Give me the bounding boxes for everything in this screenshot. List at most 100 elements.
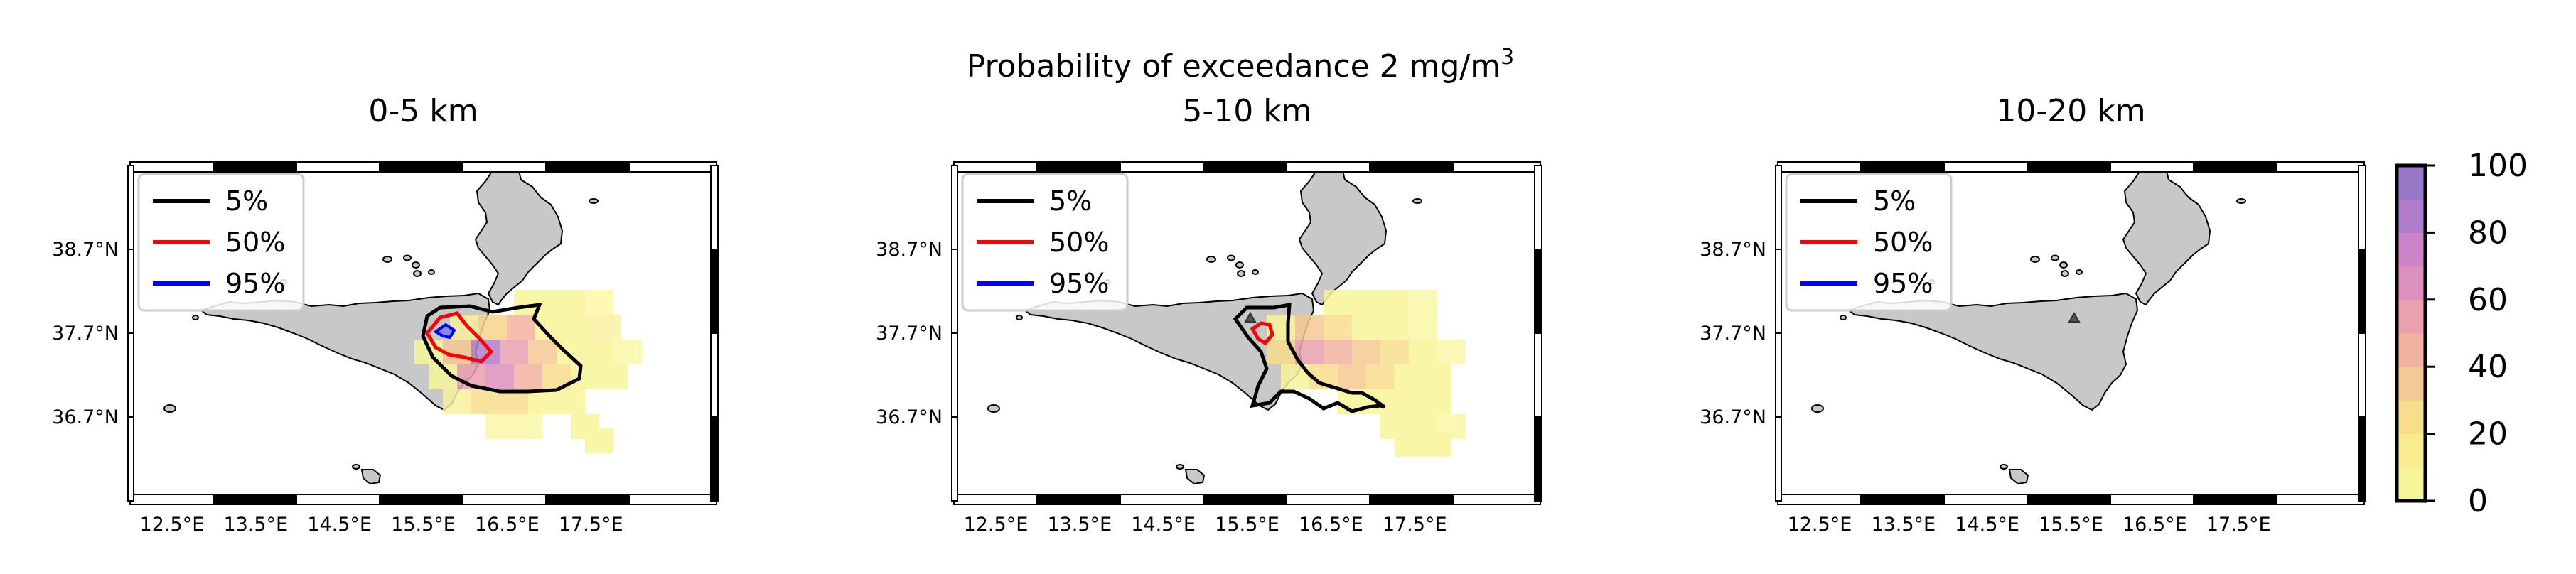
probability-cell bbox=[514, 414, 542, 439]
contour-50-percent bbox=[424, 311, 494, 364]
colorbar-segment bbox=[2397, 367, 2425, 401]
longitude-tick-label: 17.5°E bbox=[1383, 514, 1447, 536]
probability-cell bbox=[1380, 315, 1409, 340]
legend-label: 5% bbox=[1049, 185, 1092, 217]
probability-cell bbox=[500, 340, 528, 364]
contour-50-percent bbox=[1250, 321, 1274, 346]
map-frame bbox=[951, 161, 1542, 505]
probability-cell bbox=[557, 389, 585, 414]
probability-cell bbox=[485, 414, 514, 439]
colorbar-tick-label: 0 bbox=[2468, 483, 2488, 519]
probability-cell bbox=[1295, 315, 1324, 340]
colorbar-tick-label: 80 bbox=[2468, 215, 2508, 251]
longitude-tick-label: 12.5°E bbox=[964, 514, 1029, 536]
legend-label: 50% bbox=[225, 227, 285, 258]
probability-cell bbox=[585, 428, 613, 453]
volcano-triangle-icon bbox=[2068, 312, 2081, 323]
longitude-tick-label: 12.5°E bbox=[1788, 514, 1852, 536]
legend-label: 95% bbox=[1049, 268, 1109, 299]
probability-cell bbox=[1437, 340, 1466, 364]
colorbar-segment bbox=[2397, 467, 2425, 502]
colorbar-segment bbox=[2397, 400, 2425, 435]
legend-label: 50% bbox=[1873, 227, 1933, 258]
longitude-tick-label: 14.5°E bbox=[1955, 514, 2019, 536]
probability-cell bbox=[1352, 340, 1380, 364]
probability-cell bbox=[1395, 389, 1423, 414]
probability-cell bbox=[1423, 432, 1451, 457]
probability-cell bbox=[1352, 315, 1380, 340]
colorbar-segment bbox=[2397, 232, 2425, 267]
longitude-tick-label: 13.5°E bbox=[223, 514, 288, 536]
colorbar-tick-label: 60 bbox=[2468, 282, 2508, 318]
colorbar-tick-label: 100 bbox=[2468, 148, 2528, 184]
longitude-tick-label: 16.5°E bbox=[2122, 514, 2187, 536]
latitude-tick-label: 36.7°N bbox=[1700, 406, 1766, 428]
latitude-tick-label: 38.7°N bbox=[876, 239, 943, 261]
probability-cell bbox=[1338, 364, 1366, 389]
panel-title: 0-5 km bbox=[368, 93, 478, 129]
probability-cell bbox=[1352, 290, 1380, 315]
probability-cell bbox=[1409, 290, 1437, 315]
figure-title-superscript: 3 bbox=[1501, 45, 1514, 70]
legend-label: 50% bbox=[1049, 227, 1109, 258]
probability-cell bbox=[528, 340, 557, 364]
probability-cell bbox=[585, 340, 613, 364]
probability-cell bbox=[1380, 290, 1409, 315]
latitude-tick-label: 36.7°N bbox=[876, 406, 943, 428]
latitude-tick-label: 38.7°N bbox=[52, 239, 119, 261]
probability-cell bbox=[1366, 389, 1395, 414]
panel-title: 10-20 km bbox=[1996, 93, 2145, 129]
longitude-tick-label: 15.5°E bbox=[391, 514, 456, 536]
longitude-tick-label: 14.5°E bbox=[307, 514, 372, 536]
colorbar-tick-label: 20 bbox=[2468, 416, 2508, 453]
probability-cell bbox=[507, 315, 535, 340]
figure-title: Probability of exceedance 2 mg/m3 bbox=[967, 45, 1514, 85]
probability-cell bbox=[592, 315, 621, 340]
longitude-tick-label: 13.5°E bbox=[1871, 514, 1936, 536]
panel-title: 5-10 km bbox=[1182, 93, 1311, 129]
contour-5-percent bbox=[1233, 302, 1386, 413]
legend: 5% 50% 95% bbox=[961, 173, 1129, 312]
longitude-tick-label: 17.5°E bbox=[559, 514, 623, 536]
probability-cell bbox=[1423, 364, 1451, 389]
probability-cell bbox=[564, 315, 592, 340]
probability-cell bbox=[613, 340, 642, 364]
map-panel-1: 0-5 km 12.5°E 13.5°E 14.5°E 15.5°E 16.5°E 17.5… bbox=[52, 93, 719, 536]
longitude-tick-label: 16.5°E bbox=[475, 514, 540, 536]
legend-box bbox=[1785, 173, 1953, 312]
volcano-triangle-icon bbox=[1244, 312, 1257, 323]
colorbar: 0 20 40 60 80 100 bbox=[2395, 148, 2528, 519]
figure-title-group: Probability of exceedance 2 mg/m3 bbox=[967, 45, 1514, 85]
colorbar-tick-label: 40 bbox=[2468, 349, 2508, 385]
probability-cell bbox=[450, 315, 478, 340]
probability-cell bbox=[1409, 340, 1437, 364]
probability-cell bbox=[1366, 364, 1395, 389]
probability-cell bbox=[1324, 290, 1352, 315]
longitude-tick-label: 15.5°E bbox=[1215, 514, 1279, 536]
map-panel-3: 10-20 km 12.5°E 13.5°E 14.5°E 15.5°E 16.5°E 17… bbox=[1700, 93, 2366, 536]
longitude-tick-label: 17.5°E bbox=[2206, 514, 2271, 536]
probability-cell bbox=[1395, 364, 1423, 389]
probability-cell bbox=[1395, 432, 1423, 457]
contour-5-percent bbox=[421, 302, 583, 394]
figure-title-text: Probability of exceedance 2 mg/m bbox=[967, 48, 1501, 85]
colorbar-segment bbox=[2397, 333, 2425, 367]
longitude-tick-label: 12.5°E bbox=[140, 514, 205, 536]
longitude-tick-label: 14.5°E bbox=[1131, 514, 1196, 536]
probability-cell bbox=[471, 389, 500, 414]
colorbar-segment bbox=[2397, 299, 2425, 334]
colorbar-segment bbox=[2397, 266, 2425, 300]
legend-box bbox=[137, 173, 305, 312]
map-panel-2: 5-10 km 12.5°E 13.5°E 14.5°E 15.5°E 16.5°E 17.… bbox=[876, 93, 1542, 536]
probability-cell bbox=[1423, 389, 1451, 414]
map-frame bbox=[127, 161, 719, 505]
latitude-tick-label: 37.7°N bbox=[876, 323, 943, 345]
probability-cell bbox=[571, 364, 599, 389]
probability-cell bbox=[443, 389, 471, 414]
legend: 5% 50% 95% bbox=[137, 173, 305, 312]
probability-cell bbox=[514, 364, 542, 389]
latitude-tick-label: 38.7°N bbox=[1700, 239, 1766, 261]
legend: 5% 50% 95% bbox=[1785, 173, 1953, 312]
latitude-tick-label: 37.7°N bbox=[1700, 323, 1766, 345]
legend-label: 5% bbox=[225, 185, 268, 217]
